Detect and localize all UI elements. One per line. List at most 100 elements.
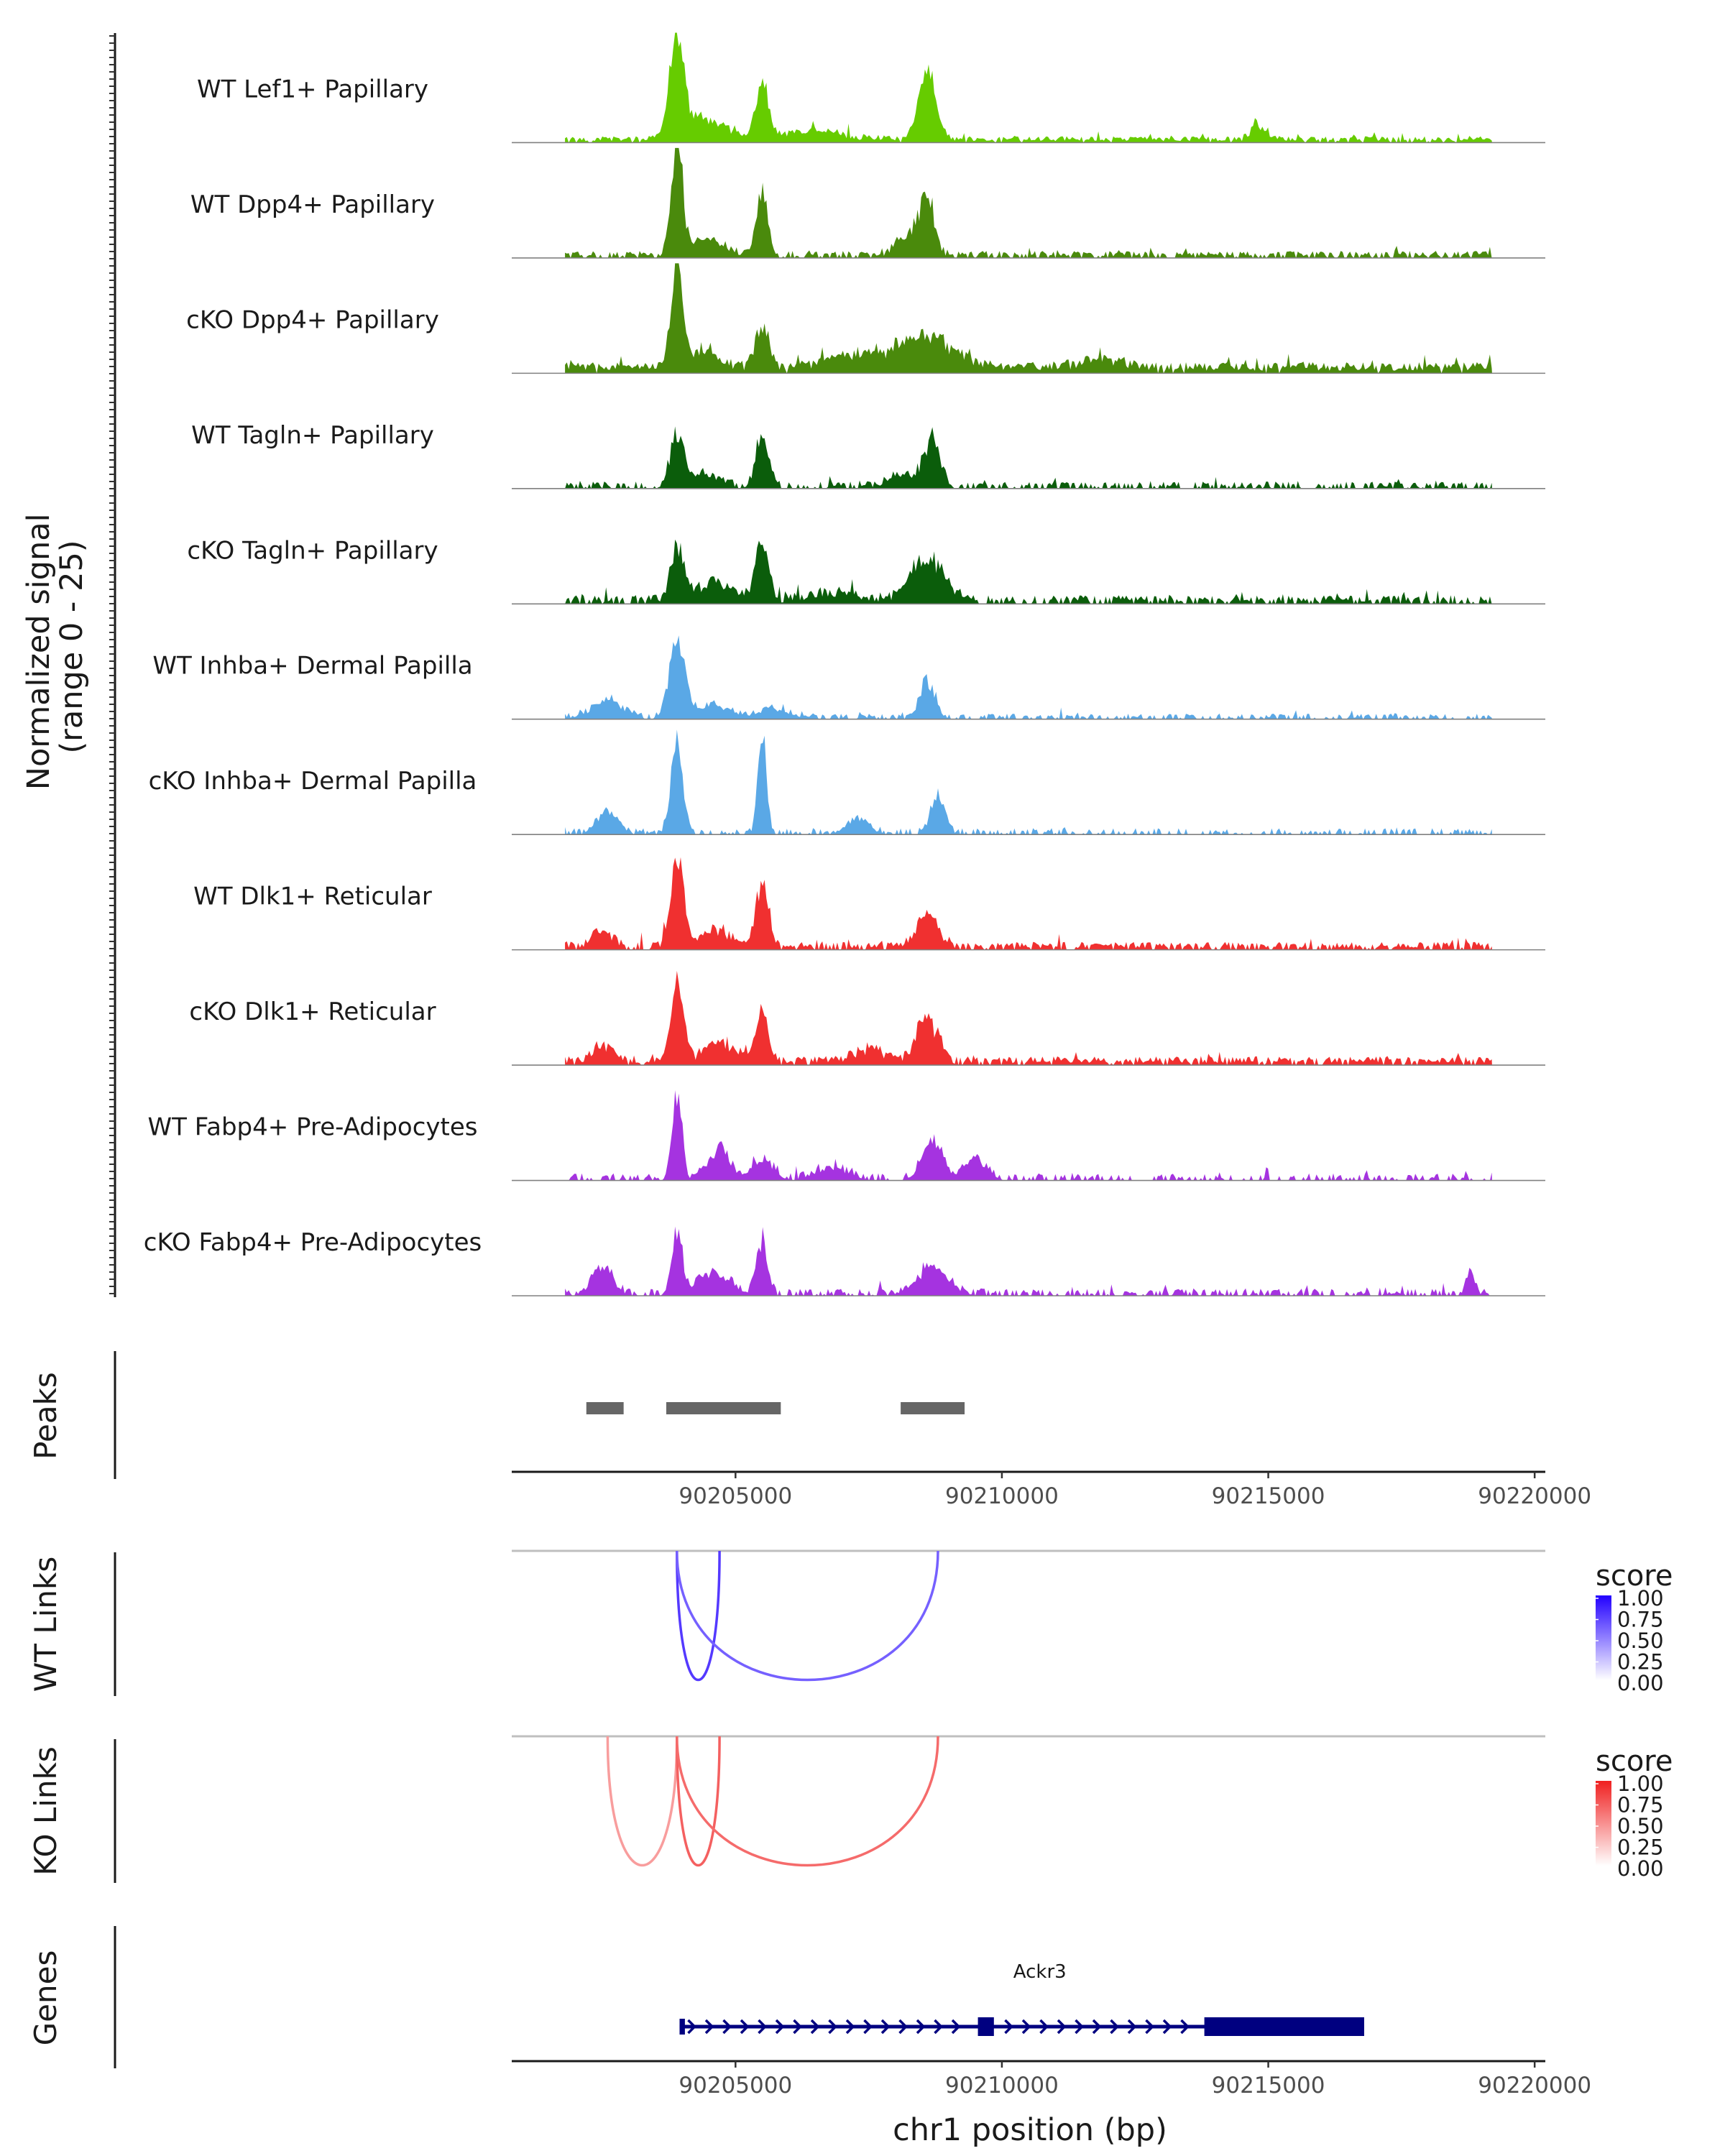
x-tick-label: 90220000: [1478, 1483, 1591, 1509]
legend-tick-label: 0.50: [1617, 1628, 1664, 1653]
strand-arrow: [740, 2019, 750, 2035]
genes-panel-label: Genes: [28, 1950, 63, 2046]
legend-tick-label: 0.75: [1617, 1608, 1664, 1632]
strand-arrow: [775, 2019, 785, 2035]
track-label: cKO Inhba+ Dermal Papilla: [149, 767, 477, 796]
y-axis-title: Normalized signal (range 0 - 25): [21, 504, 90, 790]
legend-title: score: [1596, 1560, 1673, 1593]
coverage-track: cKO Tagln+ Papillary: [187, 536, 1545, 605]
track-label: WT Dlk1+ Reticular: [193, 883, 432, 911]
legend-tick-label: 0.25: [1617, 1650, 1664, 1674]
link-arc: [676, 1736, 721, 1867]
strand-arrow: [1057, 2019, 1067, 2035]
strand-arrow: [916, 2019, 926, 2035]
coverage-track: WT Fabp4+ Pre-Adipocytes: [148, 1090, 1545, 1181]
gene-exon: [1204, 2017, 1364, 2036]
x-axis-title: chr1 position (bp): [893, 2112, 1167, 2148]
track-label: WT Dpp4+ Papillary: [190, 190, 435, 219]
x-tick-label: 90215000: [1212, 2073, 1325, 2099]
link-arc: [676, 1550, 939, 1682]
legend-tick-label: 0.00: [1617, 1671, 1664, 1695]
link-arc: [606, 1736, 678, 1867]
coverage-track: WT Dpp4+ Papillary: [190, 147, 1545, 259]
legend-tick-label: 0.25: [1617, 1835, 1664, 1860]
legend-colorbar: [1596, 1595, 1611, 1680]
legend-title: score: [1596, 1745, 1673, 1778]
coverage-track: WT Dlk1+ Reticular: [193, 857, 1545, 951]
gene-exon: [679, 2019, 685, 2035]
strand-arrow: [1021, 2019, 1031, 2035]
coverage-area: [565, 1226, 1492, 1296]
coverage-track: WT Tagln+ Papillary: [191, 421, 1545, 489]
track-label: WT Fabp4+ Pre-Adipocytes: [148, 1113, 478, 1142]
strand-arrow: [1092, 2019, 1102, 2035]
coverage-y-axis: [109, 33, 116, 1297]
strand-arrow: [863, 2019, 873, 2035]
strand-arrow: [934, 2019, 943, 2035]
genes-track: Ackr3: [679, 1961, 1364, 2036]
strand-arrow: [1127, 2019, 1137, 2035]
coverage-area: [565, 32, 1492, 143]
coverage-area: [565, 426, 1492, 489]
peak-region: [586, 1402, 624, 1414]
strand-arrow: [758, 2019, 767, 2035]
link-arc: [676, 1736, 939, 1867]
strand-arrow: [898, 2019, 908, 2035]
coverage-area: [565, 635, 1492, 719]
coverage-area: [565, 857, 1492, 950]
gene-exon: [978, 2017, 994, 2036]
coverage-area: [565, 1090, 1492, 1181]
wt-links-panel-label: WT Links: [28, 1557, 63, 1692]
strand-arrow: [704, 2019, 714, 2035]
x-axis-top: 90205000 90210000 90215000 90220000: [512, 1470, 1591, 1509]
strand-arrow: [810, 2019, 820, 2035]
coverage-area: [565, 539, 1492, 604]
ko-links-panel-label: KO Links: [28, 1746, 63, 1876]
peaks-track: [586, 1402, 965, 1414]
coverage-area: [565, 729, 1492, 835]
x-tick-label: 90210000: [945, 2073, 1059, 2099]
strand-arrow: [1075, 2019, 1084, 2035]
x-tick-label: 90205000: [678, 1483, 792, 1509]
x-tick-label: 90205000: [678, 2073, 792, 2099]
strand-arrow: [1180, 2019, 1190, 2035]
coverage-area: [565, 147, 1492, 258]
strand-arrow: [793, 2019, 802, 2035]
x-axis-bottom: 90205000 90210000 90215000 90220000: [512, 2060, 1591, 2099]
peaks-panel-label: Peaks: [28, 1372, 63, 1460]
coverage-track: WT Lef1+ Papillary: [197, 32, 1545, 144]
strand-arrow: [1039, 2019, 1049, 2035]
strand-arrow: [687, 2019, 696, 2035]
strand-arrow: [1162, 2019, 1172, 2035]
strand-arrow: [845, 2019, 855, 2035]
x-tick-label: 90210000: [945, 1483, 1059, 1509]
track-label: cKO Tagln+ Papillary: [187, 536, 438, 565]
strand-arrow: [1110, 2019, 1119, 2035]
track-label: WT Tagln+ Papillary: [191, 421, 434, 450]
gene-name: Ackr3: [1013, 1961, 1067, 1983]
wt-links-track: [512, 1549, 1545, 1682]
coverage-track: cKO Dlk1+ Reticular: [189, 970, 1545, 1066]
track-label: WT Inhba+ Dermal Papilla: [152, 652, 472, 681]
track-label: cKO Dpp4+ Papillary: [186, 305, 439, 334]
legend-tick-label: 0.75: [1617, 1793, 1664, 1818]
coverage-track: cKO Fabp4+ Pre-Adipocytes: [144, 1226, 1545, 1296]
ko-links-track: [512, 1735, 1545, 1867]
strand-arrow: [1145, 2019, 1154, 2035]
strand-arrow: [880, 2019, 891, 2035]
x-tick-label: 90220000: [1478, 2073, 1591, 2099]
legend-tick-label: 1.00: [1617, 1586, 1664, 1611]
strand-arrow: [1004, 2019, 1013, 2035]
coverage-track: cKO Inhba+ Dermal Papilla: [149, 729, 1545, 835]
legend-tick-label: 0.50: [1617, 1814, 1664, 1838]
track-label: cKO Fabp4+ Pre-Adipocytes: [144, 1228, 482, 1257]
legend-colorbar: [1596, 1781, 1611, 1866]
coverage-area: [565, 263, 1492, 374]
track-label: WT Lef1+ Papillary: [197, 75, 428, 103]
track-label: cKO Dlk1+ Reticular: [189, 998, 436, 1026]
x-tick-label: 90215000: [1212, 1483, 1325, 1509]
legend-tick-label: 0.00: [1617, 1856, 1664, 1881]
